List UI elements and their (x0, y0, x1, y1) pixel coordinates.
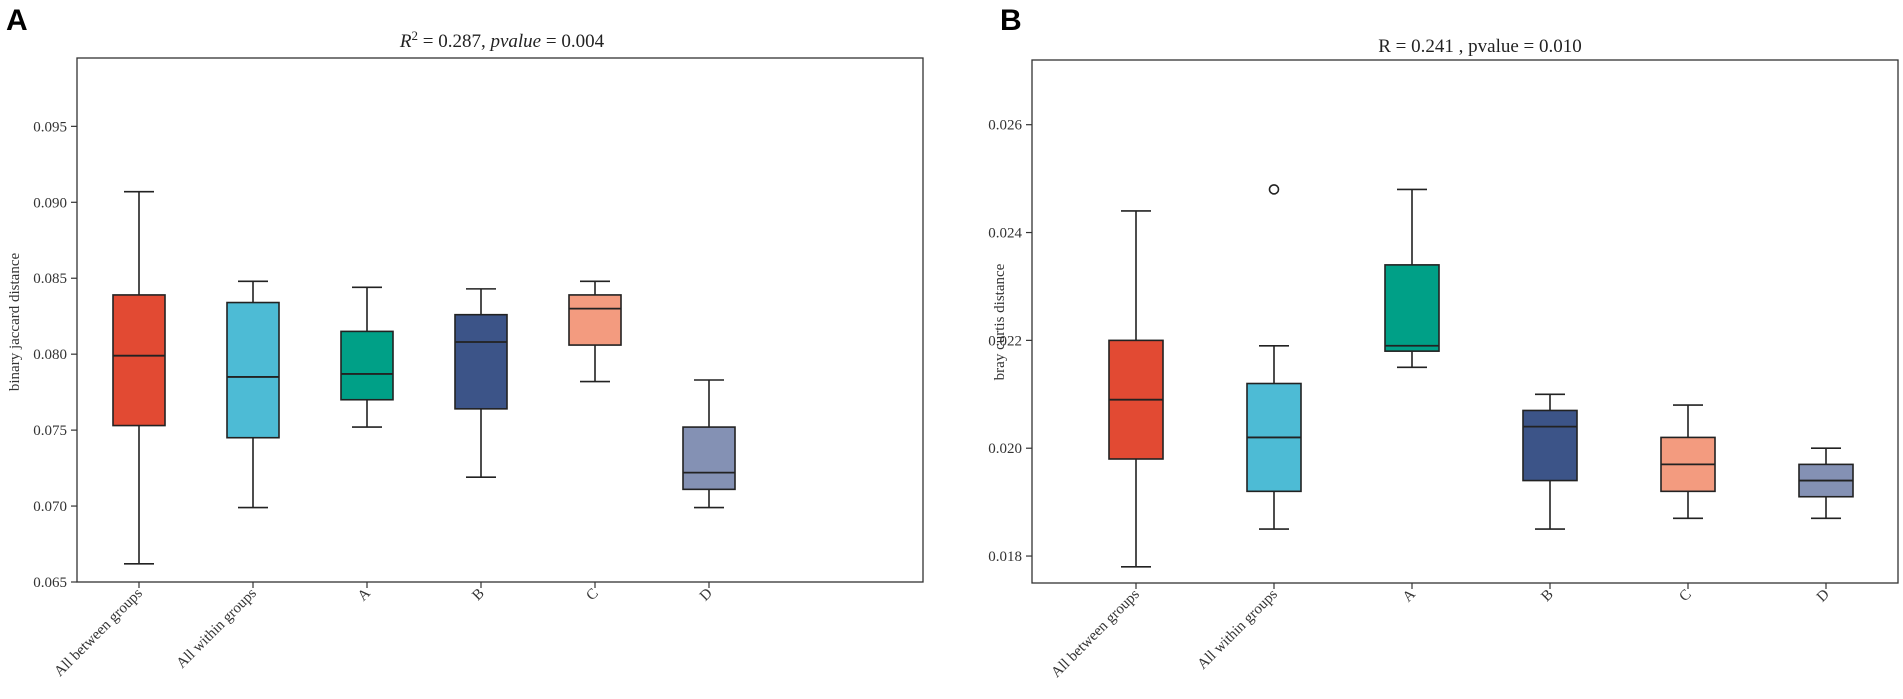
iqr-box (1522, 409, 1578, 482)
panel-b-box-1 (1246, 184, 1302, 530)
panel-a-box-1 (226, 280, 280, 509)
panel-a-ytick-label: 0.080 (33, 347, 67, 363)
panel-b-ytick-label: 0.020 (988, 441, 1022, 457)
panel-a-box-3 (454, 288, 508, 479)
panel-a-box-4 (568, 280, 622, 383)
panel-a-ytick-label: 0.085 (33, 271, 67, 287)
panel-b-xtick-label: B (1538, 587, 1556, 605)
panel-a-box-2 (340, 286, 394, 428)
panel-a-box-5 (682, 379, 736, 509)
iqr-box (226, 301, 280, 439)
panel-b-ylabel: bray curtis distance (992, 263, 1008, 380)
panel-b-box-0 (1108, 210, 1164, 568)
iqr-box (568, 294, 622, 346)
panel-b-box-4 (1660, 404, 1716, 520)
panel-a-ytick-label: 0.075 (33, 423, 67, 439)
panel-a-xtick-label: D (697, 585, 716, 604)
panel-a-ytick-label: 0.070 (33, 499, 67, 515)
panel-b-ytick-label: 0.024 (988, 226, 1022, 242)
panel-a-xtick-label: All between groups (51, 585, 145, 679)
panel-a-xtick-label: A (355, 585, 374, 604)
panel-a-xtick-label: All within groups (174, 585, 260, 671)
panel-a: A R2 = 0.287, pvalue = 0.004 binary jacc… (6, 4, 924, 680)
panel-b-plot-frame (1031, 59, 1899, 584)
panel-b-ytick-label: 0.018 (988, 549, 1022, 565)
panel-b-boxes (1108, 184, 1854, 568)
panel-a-boxes (112, 190, 736, 565)
panel-b-xtick-label: All within groups (1195, 586, 1281, 672)
panel-a-xtick-label: B (469, 586, 487, 604)
iqr-box (340, 330, 394, 401)
iqr-box (112, 294, 166, 427)
panel-a-ytick-label: 0.090 (33, 195, 67, 211)
panel-a-ylabel: binary jaccard distance (7, 253, 23, 392)
panel-b: B R = 0.241 , pvalue = 0.010 bray curtis… (988, 4, 1899, 681)
panel-letter-a: A (6, 4, 28, 37)
panel-a-plot-frame (76, 57, 924, 583)
iqr-box (454, 313, 508, 410)
panel-b-box-5 (1798, 447, 1854, 520)
panel-a-ytick-label: 0.065 (33, 575, 67, 591)
panel-a-box-0 (112, 190, 166, 565)
panel-letter-b: B (1000, 4, 1022, 37)
panel-b-xtick-label: D (1814, 586, 1833, 605)
panel-b-xtick-label: All between groups (1048, 586, 1142, 680)
panel-a-title: R2 = 0.287, pvalue = 0.004 (399, 28, 605, 52)
panel-b-ytick-label: 0.022 (988, 333, 1022, 349)
iqr-box (682, 426, 736, 491)
panel-b-ytick-label: 0.026 (988, 118, 1022, 134)
panel-b-xtick-label: C (1676, 587, 1694, 605)
panel-b-xtick-label: A (1400, 586, 1419, 605)
panel-a-ytick-label: 0.095 (33, 119, 67, 135)
outlier-point (1268, 184, 1280, 195)
panel-b-box-2 (1384, 188, 1440, 369)
panel-b-box-3 (1522, 393, 1578, 530)
iqr-box (1384, 264, 1440, 352)
panel-b-title: R = 0.241 , pvalue = 0.010 (1378, 36, 1582, 57)
panel-a-xtick-label: C (583, 586, 601, 604)
